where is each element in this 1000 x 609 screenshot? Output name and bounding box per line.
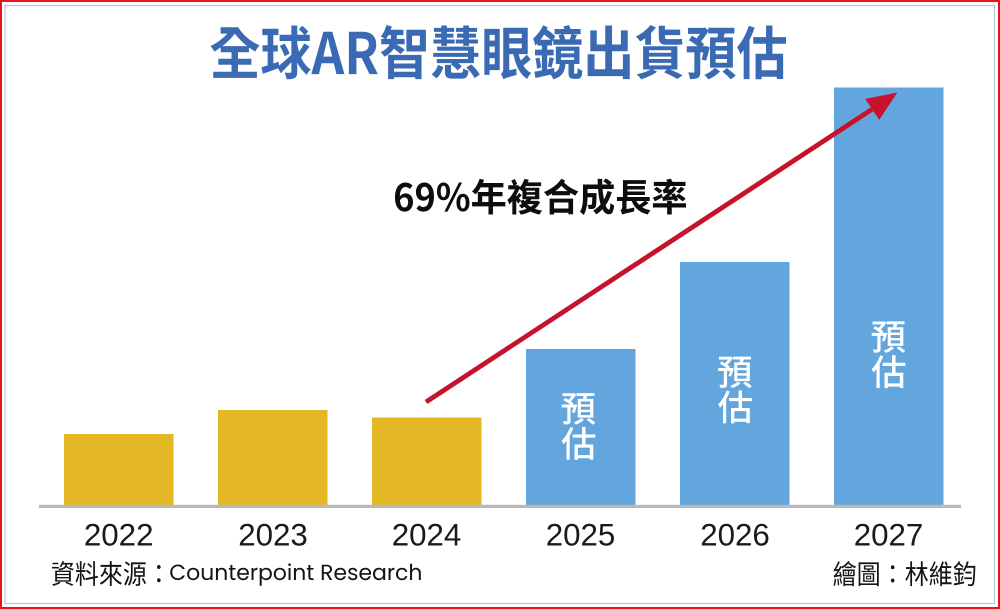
svg-text:2025: 2025 <box>546 518 616 553</box>
svg-text:2027: 2027 <box>854 518 924 553</box>
svg-text:2022: 2022 <box>84 518 154 553</box>
svg-text:2023: 2023 <box>238 518 308 553</box>
svg-text:2024: 2024 <box>392 518 462 553</box>
svg-text:2026: 2026 <box>700 518 770 553</box>
